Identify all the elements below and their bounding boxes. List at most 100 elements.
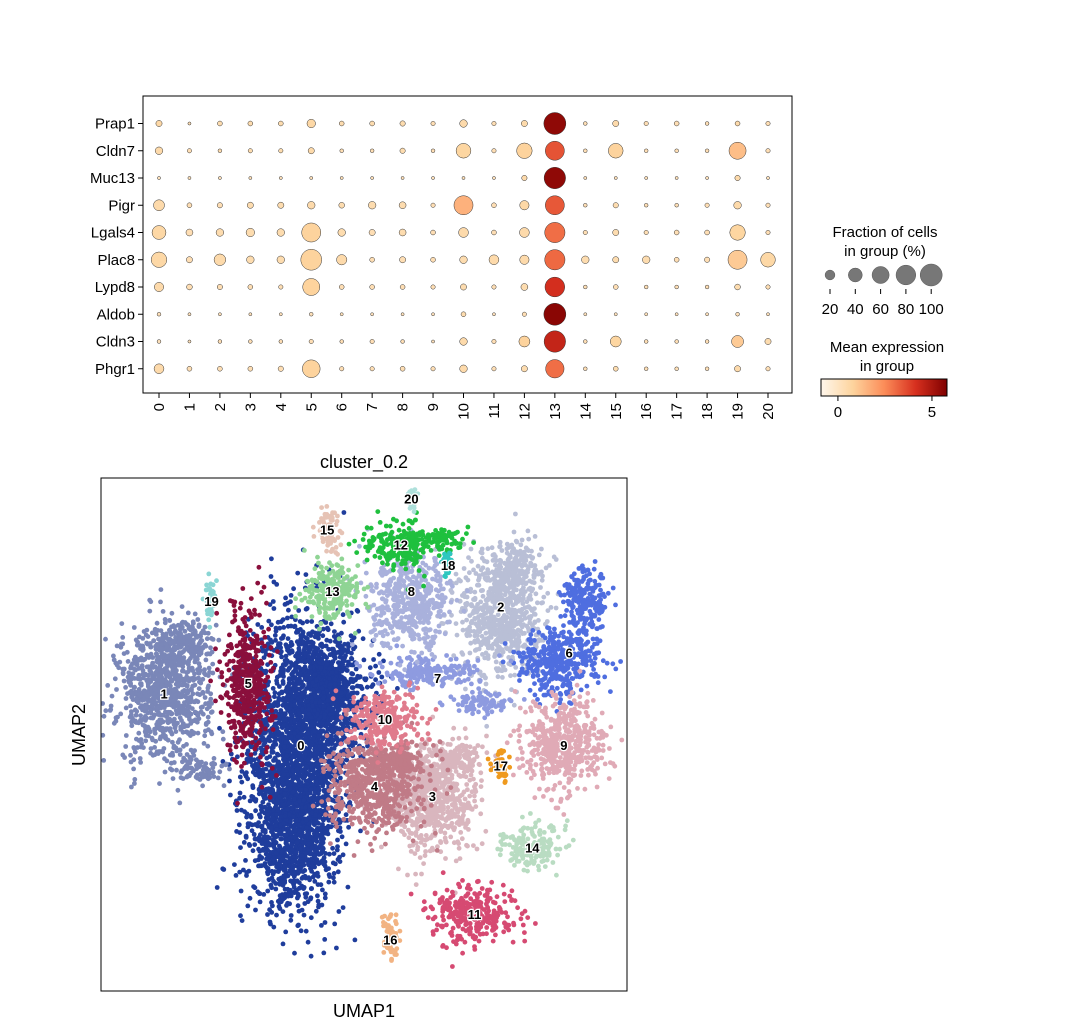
dot-phgr1-19 — [734, 366, 740, 372]
umap-point — [256, 858, 261, 863]
umap-point — [173, 693, 178, 698]
umap-point — [265, 848, 270, 853]
umap-point — [322, 745, 327, 750]
dot-phgr1-8 — [400, 366, 405, 371]
umap-point — [312, 747, 317, 752]
umap-point — [270, 746, 275, 751]
umap-point — [332, 871, 337, 876]
umap-point — [468, 651, 473, 656]
umap-point — [326, 698, 331, 703]
dot-pigr-12 — [520, 201, 529, 210]
dot-plac8-3 — [247, 256, 255, 264]
umap-point — [315, 832, 320, 837]
dot-prap1-20 — [766, 121, 770, 125]
umap-point — [260, 824, 265, 829]
cluster-label-10: 10 — [456, 403, 473, 420]
umap-point — [168, 698, 173, 703]
umap-point — [277, 844, 282, 849]
umap-point — [191, 619, 196, 624]
dot-lgals4-19 — [730, 225, 746, 241]
dot-prap1-4 — [278, 121, 283, 126]
dot-pigr-18 — [705, 203, 709, 207]
umap-point — [228, 793, 233, 798]
umap-point — [111, 654, 116, 659]
cluster-label-0: 0 — [151, 403, 168, 411]
umap-point — [282, 745, 287, 750]
umap-point — [238, 791, 243, 796]
umap-point — [324, 662, 329, 667]
umap-point — [190, 653, 195, 658]
umap-point — [244, 835, 249, 840]
umap-point — [152, 687, 157, 692]
dot-phgr1-4 — [278, 366, 283, 371]
umap-point — [342, 648, 347, 653]
dot-lgals4-0 — [152, 226, 166, 240]
umap-point — [285, 698, 290, 703]
umap-point — [467, 570, 472, 575]
umap-point — [308, 665, 313, 670]
umap-point — [283, 787, 288, 792]
umap-point — [339, 631, 344, 636]
dot-lypd8-9 — [431, 285, 435, 289]
dot-plac8-8 — [399, 257, 405, 263]
dot-aldob-3 — [249, 313, 252, 316]
umap-point — [123, 685, 128, 690]
umap-point — [191, 638, 196, 643]
umap-point — [137, 738, 142, 743]
umap-point — [198, 681, 203, 686]
umap-point — [115, 644, 120, 649]
umap-point — [326, 880, 331, 885]
umap-point — [153, 644, 158, 649]
umap-point — [346, 885, 351, 890]
umap-point — [311, 736, 316, 741]
umap-point — [339, 703, 344, 708]
umap-point — [346, 693, 351, 698]
dotplot-gene-labels: Prap1Cldn7Muc13PigrLgals4Plac8Lypd8Aldob… — [90, 116, 143, 378]
umap-point — [197, 686, 202, 691]
size-legend-label-40: 40 — [847, 301, 864, 318]
umap-point — [273, 756, 278, 761]
dot-lgals4-18 — [705, 230, 710, 235]
umap-point — [306, 875, 311, 880]
umap-point — [320, 633, 325, 638]
umap-point — [152, 727, 157, 732]
umap-point — [267, 754, 272, 759]
umap-point — [249, 815, 254, 820]
umap-point — [279, 690, 284, 695]
cluster-label-5: 5 — [303, 403, 320, 411]
umap-point — [138, 681, 143, 686]
umap-point — [334, 946, 339, 951]
size-legend-dot-20 — [825, 270, 835, 280]
umap-point — [316, 786, 321, 791]
dot-plac8-14 — [581, 256, 589, 264]
dot-phgr1-15 — [613, 366, 618, 371]
umap-point — [191, 691, 196, 696]
umap-point — [266, 853, 271, 858]
umap-point — [150, 674, 155, 679]
umap-point — [262, 796, 267, 801]
umap-point — [247, 843, 252, 848]
umap-point — [126, 659, 131, 664]
umap-point — [234, 829, 239, 834]
umap-point — [341, 620, 346, 625]
color-legend-title-line1: Mean expression — [830, 339, 944, 356]
umap-point — [251, 848, 256, 853]
umap-point — [484, 631, 489, 636]
umap-point — [148, 729, 153, 734]
dot-plac8-0 — [151, 252, 167, 268]
umap-point — [201, 646, 206, 651]
umap-point — [282, 772, 287, 777]
umap-point — [278, 906, 283, 911]
umap-point — [134, 713, 139, 718]
umap-point — [395, 686, 400, 691]
umap-point — [297, 822, 302, 827]
umap-point — [321, 696, 326, 701]
umap-point — [171, 776, 176, 781]
cluster-label-9: 9 — [425, 403, 442, 411]
umap-point — [281, 802, 286, 807]
dot-plac8-20 — [761, 252, 776, 267]
dot-lypd8-0 — [154, 282, 163, 291]
umap-point — [376, 670, 381, 675]
umap-point — [466, 555, 471, 560]
